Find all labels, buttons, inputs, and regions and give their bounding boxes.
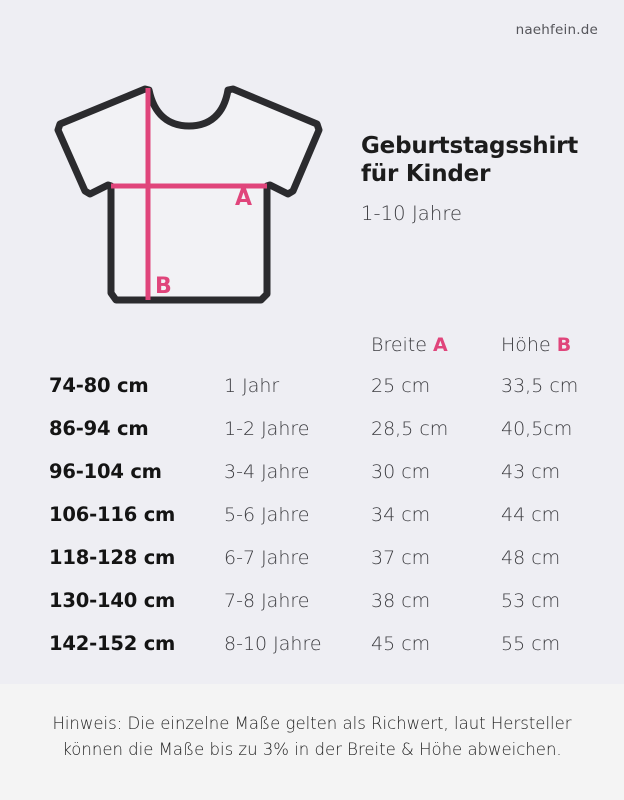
footer-note-line-2: können die Maße bis zu 3% in der Breite … [62, 739, 562, 759]
column-header-hoehe: Höhe B [501, 334, 571, 356]
shirt-outline-path [54, 85, 323, 304]
size-table: Breite A Höhe B 74-80 cm 1 Jahr 25 cm 33… [0, 332, 624, 669]
cell-age: 3-4 Jahre [224, 461, 310, 483]
measure-label-a: A [235, 186, 252, 211]
footer-band: Hinweis: Die einzelne Maße gelten als Ri… [0, 684, 624, 800]
cell-hoehe: 44 cm [501, 504, 561, 526]
table-row: 74-80 cm 1 Jahr 25 cm 33,5 cm [0, 368, 624, 411]
cell-breite: 34 cm [371, 504, 431, 526]
cell-size: 118-128 cm [49, 546, 176, 569]
table-row: 86-94 cm 1-2 Jahre 28,5 cm 40,5cm [0, 411, 624, 454]
title-block: Geburtstagsshirt für Kinder 1-10 Jahre [361, 132, 611, 225]
table-header-row: Breite A Höhe B [0, 332, 624, 368]
cell-hoehe: 53 cm [501, 590, 561, 612]
cell-age: 8-10 Jahre [224, 633, 322, 655]
cell-breite: 38 cm [371, 590, 431, 612]
table-row: 106-116 cm 5-6 Jahre 34 cm 44 cm [0, 497, 624, 540]
cell-hoehe: 33,5 cm [501, 375, 579, 397]
cell-breite: 30 cm [371, 461, 431, 483]
cell-breite: 45 cm [371, 633, 431, 655]
column-header-hoehe-label: Höhe [501, 334, 551, 356]
measure-label-b: B [155, 274, 172, 299]
cell-size: 130-140 cm [49, 589, 176, 612]
column-header-breite-mark: A [433, 334, 448, 356]
cell-hoehe: 43 cm [501, 461, 561, 483]
table-row: 130-140 cm 7-8 Jahre 38 cm 53 cm [0, 583, 624, 626]
column-header-breite: Breite A [371, 334, 448, 356]
footer-note-line-1: Hinweis: Die einzelne Maße gelten als Ri… [52, 714, 572, 733]
cell-age: 1-2 Jahre [224, 418, 310, 440]
cell-age: 1 Jahr [224, 375, 280, 397]
cell-hoehe: 40,5cm [501, 418, 573, 440]
page-title: Geburtstagsshirt für Kinder [361, 132, 611, 189]
table-row: 118-128 cm 6-7 Jahre 37 cm 48 cm [0, 540, 624, 583]
shirt-illustration: A B [38, 68, 338, 313]
cell-size: 142-152 cm [49, 632, 176, 655]
page-subtitle: 1-10 Jahre [361, 201, 463, 225]
cell-size: 96-104 cm [49, 460, 162, 483]
cell-size: 86-94 cm [49, 417, 149, 440]
cell-breite: 28,5 cm [371, 418, 449, 440]
column-header-hoehe-mark: B [556, 334, 572, 356]
cell-size: 106-116 cm [49, 503, 176, 526]
title-line-2: für Kinder [361, 161, 491, 188]
cell-breite: 37 cm [371, 547, 431, 569]
cell-breite: 25 cm [371, 375, 431, 397]
cell-age: 7-8 Jahre [224, 590, 310, 612]
cell-hoehe: 55 cm [501, 633, 561, 655]
footer-note: Hinweis: Die einzelne Maße gelten als Ri… [0, 711, 624, 762]
table-row: 142-152 cm 8-10 Jahre 45 cm 55 cm [0, 626, 624, 669]
brand-logo-text: naehfein.de [515, 22, 598, 38]
title-line-1: Geburtstagsshirt [361, 133, 579, 159]
column-header-breite-label: Breite [371, 334, 427, 356]
cell-age: 5-6 Jahre [224, 504, 310, 526]
cell-age: 6-7 Jahre [224, 547, 310, 569]
table-row: 96-104 cm 3-4 Jahre 30 cm 43 cm [0, 454, 624, 497]
cell-size: 74-80 cm [49, 374, 149, 397]
cell-hoehe: 48 cm [501, 547, 561, 569]
